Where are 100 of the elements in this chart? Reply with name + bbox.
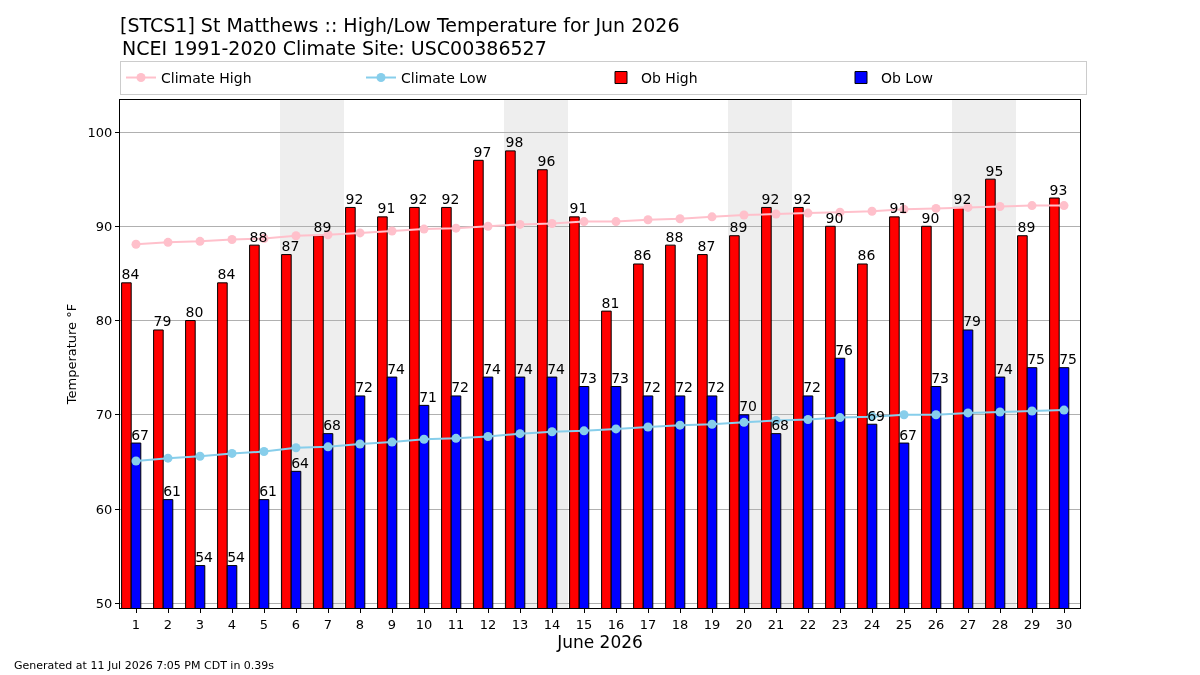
data-label: 64 — [291, 454, 310, 471]
data-label: 67 — [131, 426, 150, 443]
data-label: 91 — [377, 200, 396, 217]
data-label: 89 — [313, 219, 332, 236]
data-label: 90 — [921, 209, 940, 226]
point — [547, 218, 557, 228]
data-label: 74 — [483, 360, 502, 377]
point — [131, 239, 141, 249]
point — [227, 234, 237, 244]
x-tick-label: 2 — [163, 616, 173, 632]
point — [483, 221, 493, 231]
data-label: 92 — [345, 190, 364, 207]
x-tick-label: 10 — [415, 616, 433, 632]
y-axis-title: Temperature °F — [63, 303, 79, 406]
point — [451, 433, 461, 443]
data-label: 81 — [601, 294, 620, 311]
text: Generated at 11 Jul 2026 7:05 PM CDT in 0.39s — [14, 659, 275, 672]
x-tick-label: 14 — [543, 616, 561, 632]
point — [387, 437, 397, 447]
x-tick-label: 8 — [355, 616, 365, 632]
data-label: 72 — [643, 379, 662, 396]
point — [707, 212, 717, 222]
x-tick-label: 25 — [895, 616, 913, 632]
point — [867, 206, 877, 216]
data-label: 54 — [195, 549, 214, 566]
y-tick-label: 80 — [95, 313, 113, 329]
x-tick-label: 24 — [863, 616, 881, 632]
point — [579, 217, 589, 227]
data-label: 93 — [1049, 181, 1068, 198]
x-tick-label: 7 — [323, 616, 333, 632]
point — [643, 215, 653, 225]
legend-label: Ob Low — [881, 69, 933, 86]
data-label: 97 — [473, 143, 492, 160]
point — [739, 417, 749, 427]
data-label: 72 — [451, 379, 470, 396]
data-label: 71 — [419, 388, 438, 405]
x-tick-label: 12 — [479, 616, 497, 632]
data-label: 75 — [1027, 351, 1046, 368]
data-label: 91 — [889, 200, 908, 217]
data-label: 92 — [793, 190, 812, 207]
data-label: 95 — [985, 162, 1004, 179]
point — [803, 208, 813, 218]
x-tick-label: 23 — [831, 616, 849, 632]
x-tick-label: 22 — [799, 616, 817, 632]
x-tick-label: 15 — [575, 616, 593, 632]
point — [707, 419, 717, 429]
point — [1027, 201, 1037, 211]
point — [611, 424, 621, 434]
x-tick-label: 17 — [639, 616, 657, 632]
data-label: 87 — [281, 238, 300, 255]
point — [195, 451, 205, 461]
x-tick-label: 29 — [1023, 616, 1041, 632]
point — [803, 415, 813, 424]
data-label: 72 — [803, 379, 822, 396]
data-label: 92 — [761, 190, 780, 207]
x-tick-label: 5 — [259, 616, 269, 632]
data-label: 86 — [857, 247, 876, 264]
legend-label: Climate Low — [401, 69, 487, 86]
data-label: 61 — [259, 483, 278, 500]
point — [163, 453, 173, 463]
data-label: 98 — [505, 134, 524, 151]
x-tick-label: 16 — [607, 616, 625, 632]
x-axis-title: June 2026 — [556, 632, 643, 652]
point — [195, 236, 205, 246]
point — [675, 214, 685, 224]
x-tick-label: 11 — [447, 616, 465, 632]
data-label: 86 — [633, 247, 652, 264]
x-tick-label: 3 — [195, 616, 205, 632]
point — [995, 407, 1005, 417]
data-label: 84 — [217, 266, 236, 283]
data-label: 70 — [739, 398, 758, 415]
point — [259, 447, 269, 457]
point — [579, 426, 589, 436]
point — [419, 224, 429, 234]
data-label: 89 — [1017, 219, 1036, 236]
data-label: 74 — [547, 360, 566, 377]
data-label: 92 — [953, 190, 972, 207]
point — [835, 413, 845, 423]
data-label: 68 — [323, 417, 342, 434]
x-tick-label: 27 — [959, 616, 977, 632]
data-label: 73 — [579, 370, 598, 387]
data-label: 72 — [707, 379, 726, 396]
legend-label: Climate High — [161, 69, 252, 86]
point — [515, 219, 525, 229]
y-tick-label: 60 — [95, 501, 113, 517]
point — [1059, 405, 1069, 415]
point — [131, 456, 141, 466]
legend-label: Ob High — [641, 69, 698, 86]
data-label: 69 — [867, 407, 886, 424]
data-label: 96 — [537, 153, 556, 170]
data-label: 80 — [185, 304, 204, 321]
data-label: 84 — [121, 266, 140, 283]
y-tick-label: 50 — [95, 595, 113, 611]
data-label: 90 — [825, 209, 844, 226]
x-tick-label: 18 — [671, 616, 689, 632]
point — [931, 203, 941, 213]
point — [387, 226, 397, 236]
point — [611, 217, 621, 227]
point — [163, 237, 173, 247]
y-tick-label: 90 — [95, 218, 113, 234]
